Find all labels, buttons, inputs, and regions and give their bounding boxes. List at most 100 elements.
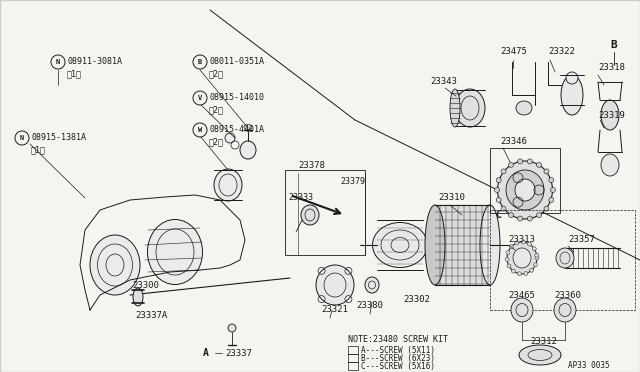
Circle shape (193, 123, 207, 137)
Ellipse shape (497, 161, 552, 219)
Text: （2）: （2） (209, 106, 224, 115)
Text: 23333: 23333 (288, 193, 313, 202)
Ellipse shape (425, 205, 445, 285)
Text: 23378: 23378 (298, 160, 325, 170)
Ellipse shape (518, 216, 523, 221)
Text: 23360: 23360 (554, 291, 581, 299)
Text: 23337A: 23337A (135, 311, 167, 320)
Ellipse shape (535, 253, 539, 257)
Circle shape (51, 55, 65, 69)
Ellipse shape (450, 89, 460, 127)
Ellipse shape (524, 272, 528, 275)
Ellipse shape (509, 213, 513, 218)
Ellipse shape (509, 245, 513, 249)
Text: 23322: 23322 (548, 48, 575, 57)
Ellipse shape (561, 75, 583, 115)
Ellipse shape (515, 179, 535, 201)
Bar (348, 346, 358, 354)
Ellipse shape (511, 269, 515, 273)
Text: W: W (198, 127, 202, 133)
Bar (348, 354, 358, 362)
Ellipse shape (147, 219, 202, 285)
Circle shape (15, 131, 29, 145)
Ellipse shape (244, 125, 252, 129)
Text: 23321: 23321 (321, 305, 348, 314)
Text: 23319: 23319 (598, 110, 625, 119)
Circle shape (193, 91, 207, 105)
Ellipse shape (365, 277, 379, 293)
Ellipse shape (225, 133, 235, 143)
Text: 08011-0351A: 08011-0351A (209, 58, 264, 67)
Text: B: B (611, 40, 618, 50)
Ellipse shape (522, 240, 525, 244)
Ellipse shape (228, 324, 236, 332)
Bar (490, 210, 635, 310)
Ellipse shape (511, 298, 533, 322)
Ellipse shape (536, 163, 541, 167)
Ellipse shape (509, 163, 513, 167)
Ellipse shape (506, 250, 510, 254)
Text: A---SCREW (5X11): A---SCREW (5X11) (361, 346, 435, 355)
Ellipse shape (496, 198, 501, 202)
Text: B---SCREW (6X23): B---SCREW (6X23) (361, 353, 435, 362)
Text: AP33 0035: AP33 0035 (568, 362, 610, 371)
Text: 23312: 23312 (530, 337, 557, 346)
Text: （2）: （2） (209, 138, 224, 147)
Text: 23300: 23300 (132, 280, 159, 289)
Ellipse shape (516, 101, 532, 115)
Ellipse shape (316, 265, 354, 305)
Text: 23310: 23310 (438, 193, 465, 202)
Ellipse shape (507, 242, 537, 274)
Text: N: N (56, 59, 60, 65)
Circle shape (193, 55, 207, 69)
Ellipse shape (480, 205, 500, 285)
Text: （1）: （1） (31, 145, 46, 154)
Ellipse shape (495, 187, 499, 192)
Bar (348, 362, 358, 370)
Text: 08915-1381A: 08915-1381A (31, 134, 86, 142)
Ellipse shape (513, 248, 531, 268)
Ellipse shape (530, 268, 534, 272)
Text: 23379: 23379 (340, 177, 365, 186)
Text: A: A (203, 348, 209, 358)
Ellipse shape (372, 222, 428, 267)
Ellipse shape (566, 72, 578, 84)
Ellipse shape (133, 288, 143, 306)
Text: V: V (198, 95, 202, 101)
Text: （2）: （2） (209, 70, 224, 78)
Text: （1）: （1） (67, 70, 82, 78)
Ellipse shape (214, 169, 242, 201)
Ellipse shape (517, 272, 522, 276)
Ellipse shape (532, 247, 536, 251)
Text: 23346: 23346 (500, 138, 527, 147)
Ellipse shape (535, 256, 539, 260)
Ellipse shape (536, 213, 541, 218)
Text: B: B (198, 59, 202, 65)
Ellipse shape (527, 159, 532, 164)
Text: 23313: 23313 (508, 235, 535, 244)
Text: N: N (20, 135, 24, 141)
Ellipse shape (515, 241, 519, 245)
Text: 08911-3081A: 08911-3081A (67, 58, 122, 67)
Text: 23337: 23337 (225, 349, 252, 357)
Ellipse shape (527, 216, 532, 221)
Ellipse shape (506, 170, 544, 210)
Ellipse shape (556, 248, 574, 268)
Text: C: C (495, 210, 501, 220)
Text: 23475: 23475 (500, 48, 527, 57)
Ellipse shape (505, 257, 509, 262)
Text: 23302: 23302 (403, 295, 430, 305)
Text: 23465: 23465 (508, 291, 535, 299)
Ellipse shape (507, 264, 511, 268)
Ellipse shape (550, 187, 556, 192)
Text: 08915-14010: 08915-14010 (209, 93, 264, 103)
Ellipse shape (518, 159, 523, 164)
Ellipse shape (527, 242, 531, 246)
Text: 08915-4401A: 08915-4401A (209, 125, 264, 135)
Ellipse shape (301, 205, 319, 225)
Bar (490, 148, 560, 213)
Ellipse shape (519, 345, 561, 365)
Text: 23357: 23357 (568, 235, 595, 244)
Ellipse shape (549, 177, 554, 183)
Ellipse shape (496, 177, 501, 183)
